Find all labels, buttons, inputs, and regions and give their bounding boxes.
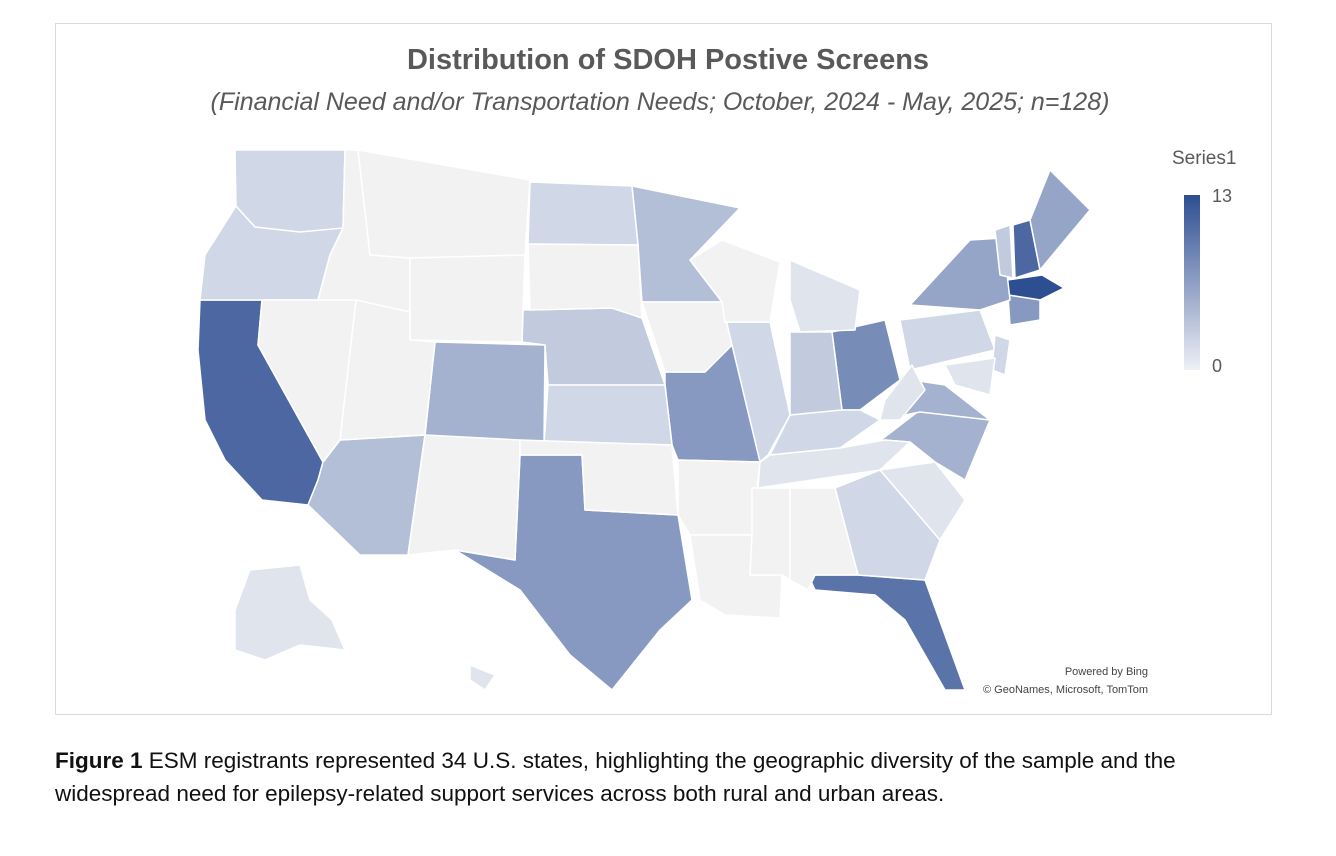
state-in[interactable]: Indiana: 3 — [789, 331, 843, 421]
state-nj[interactable]: New Jersey: 2 — [991, 334, 1011, 376]
state-fl[interactable]: Florida: 10 — [807, 574, 966, 691]
chart-title: Distribution of SDOH Postive Screens — [406, 44, 930, 76]
state-nv[interactable]: Nevada: 0 — [257, 299, 357, 463]
powered-by-credit: Powered by Bing — [1064, 666, 1148, 678]
state-wy[interactable]: Wyoming: 0 — [409, 254, 526, 343]
caption-label: Figure 1 — [55, 748, 143, 773]
state-me[interactable]: Maine: 6 — [1029, 169, 1091, 271]
state-vt[interactable]: Vermont: 3 — [994, 224, 1014, 279]
state-regions: Massachusetts: 13California: 11New Hamps… — [197, 149, 1091, 691]
state-wi[interactable]: Wisconsin: 0 — [689, 239, 781, 323]
state-al[interactable]: Alabama: 0 — [789, 487, 859, 591]
legend-title: Series1 — [1172, 148, 1237, 169]
state-nd[interactable]: North Dakota: 2 — [527, 181, 639, 246]
map-copyright: © GeoNames, Microsoft, TomTom — [983, 684, 1148, 696]
state-ms[interactable]: Mississippi: 0 — [749, 487, 791, 581]
figure-caption: Figure 1 ESM registrants represented 34 … — [55, 744, 1295, 810]
state-tn[interactable]: Tennessee: 1 — [757, 439, 911, 489]
state-ks[interactable]: Kansas: 2 — [543, 384, 673, 446]
state-mt[interactable]: Montana: 0 — [357, 149, 531, 259]
state-ar[interactable]: Arkansas: 0 — [677, 459, 761, 536]
state-ia[interactable]: Iowa: 0 — [641, 301, 733, 373]
legend-max-label: 13 — [1212, 186, 1233, 206]
state-sc[interactable]: South Carolina: 1 — [879, 461, 966, 541]
state-ok[interactable]: Oklahoma: 0 — [519, 439, 679, 516]
state-hi[interactable]: Hawaii: 1 — [469, 664, 496, 691]
legend-min-label: 0 — [1212, 356, 1223, 376]
state-ny[interactable]: New York: 6 — [909, 237, 1011, 311]
state-wa[interactable]: Washington: 2 — [234, 149, 346, 233]
state-wv[interactable]: West Virginia: 1 — [879, 364, 926, 421]
state-mi[interactable]: Michigan: 1 — [789, 259, 861, 333]
legend-color-scale — [1184, 195, 1200, 370]
state-co[interactable]: Colorado: 5 — [424, 341, 546, 446]
chart-subtitle: (Financial Need and/or Transportation Ne… — [210, 88, 1110, 116]
state-md[interactable]: Maryland: 1 — [944, 357, 996, 396]
state-ak[interactable]: Alaska: 1 — [234, 564, 346, 661]
state-ut[interactable]: Utah: 0 — [339, 299, 436, 441]
state-nm[interactable]: New Mexico: 0 — [407, 434, 521, 561]
state-ct[interactable]: Connecticut: 7 — [1007, 294, 1041, 326]
state-sd[interactable]: South Dakota: 0 — [527, 243, 643, 319]
caption-text: ESM registrants represented 34 U.S. stat… — [55, 748, 1176, 806]
